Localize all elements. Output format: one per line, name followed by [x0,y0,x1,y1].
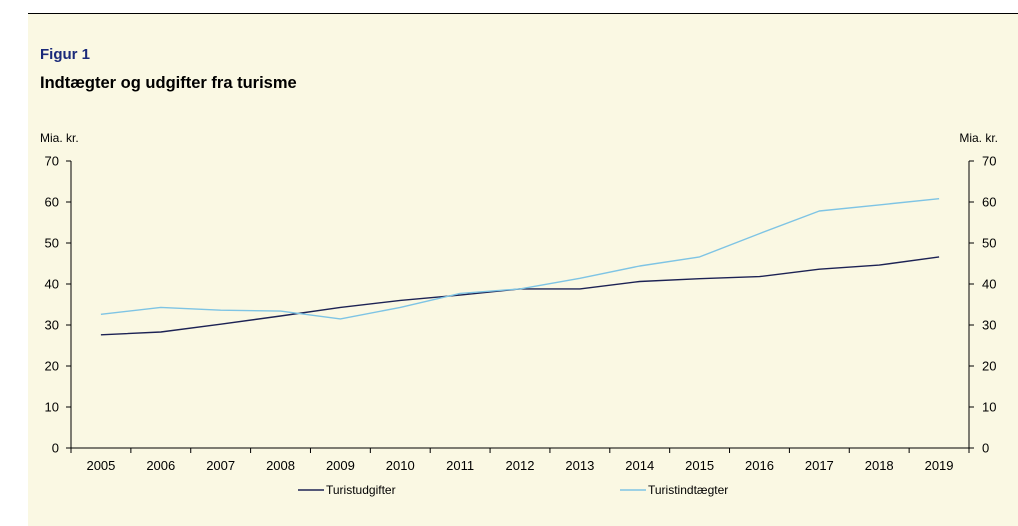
legend-label: Turistindtægter [648,483,728,497]
series-line-turistindtaegter [100,198,940,320]
right-axis-tick-label: 20 [982,359,996,374]
x-axis-tick-label: 2006 [146,458,175,473]
x-axis-tick-label: 2010 [386,458,415,473]
left-axis-tick-label: 30 [45,318,59,333]
left-axis-tick-label: 10 [45,400,59,415]
top-rule [28,13,1018,14]
x-axis-tick-label: 2005 [86,458,115,473]
left-axis-tick-label: 60 [45,195,59,210]
x-axis-tick-label: 2011 [446,458,474,473]
x-axis-tick-label: 2007 [206,458,235,473]
x-axis-tick-label: 2013 [565,458,594,473]
right-axis-tick-label: 70 [982,154,996,169]
right-axis-unit: Mia. kr. [959,131,998,145]
figure-label: Figur 1 [40,46,91,63]
chart-axes: 0 0 10 10 20 20 30 30 40 40 50 50 60 60 70 70 2005 2006 20… [45,154,997,474]
x-axis-tick-label: 2016 [745,458,774,473]
left-axis-tick-label: 70 [45,154,59,169]
left-axis-tick-label: 0 [52,441,59,456]
right-axis-tick-label: 10 [982,400,996,415]
right-axis-tick-label: 40 [982,277,996,292]
figure-title: Indtægter og udgifter fra turisme [40,74,297,92]
chart-series [100,198,940,336]
x-axis-tick-label: 2015 [685,458,714,473]
x-axis-tick-label: 2019 [925,458,954,473]
right-axis-tick-label: 30 [982,318,996,333]
series-line-turistudgifter [100,256,940,336]
right-axis-tick-label: 0 [982,441,989,456]
right-axis-tick-label: 50 [982,236,996,251]
left-axis-tick-label: 20 [45,359,59,374]
right-axis-tick-label: 60 [982,195,996,210]
x-axis-tick-label: 2009 [326,458,355,473]
x-axis-tick-label: 2008 [266,458,295,473]
chart-legend: Turistudgifter Turistindtægter [298,483,728,497]
left-axis-tick-label: 50 [45,236,59,251]
figure-panel [28,14,1018,526]
left-axis-unit: Mia. kr. [40,131,79,145]
x-axis-tick-label: 2017 [805,458,834,473]
x-axis-tick-label: 2018 [865,458,894,473]
left-axis-tick-label: 40 [45,277,59,292]
legend-label: Turistudgifter [326,483,396,497]
x-axis-tick-label: 2012 [506,458,535,473]
x-axis-tick-label: 2014 [625,458,654,473]
